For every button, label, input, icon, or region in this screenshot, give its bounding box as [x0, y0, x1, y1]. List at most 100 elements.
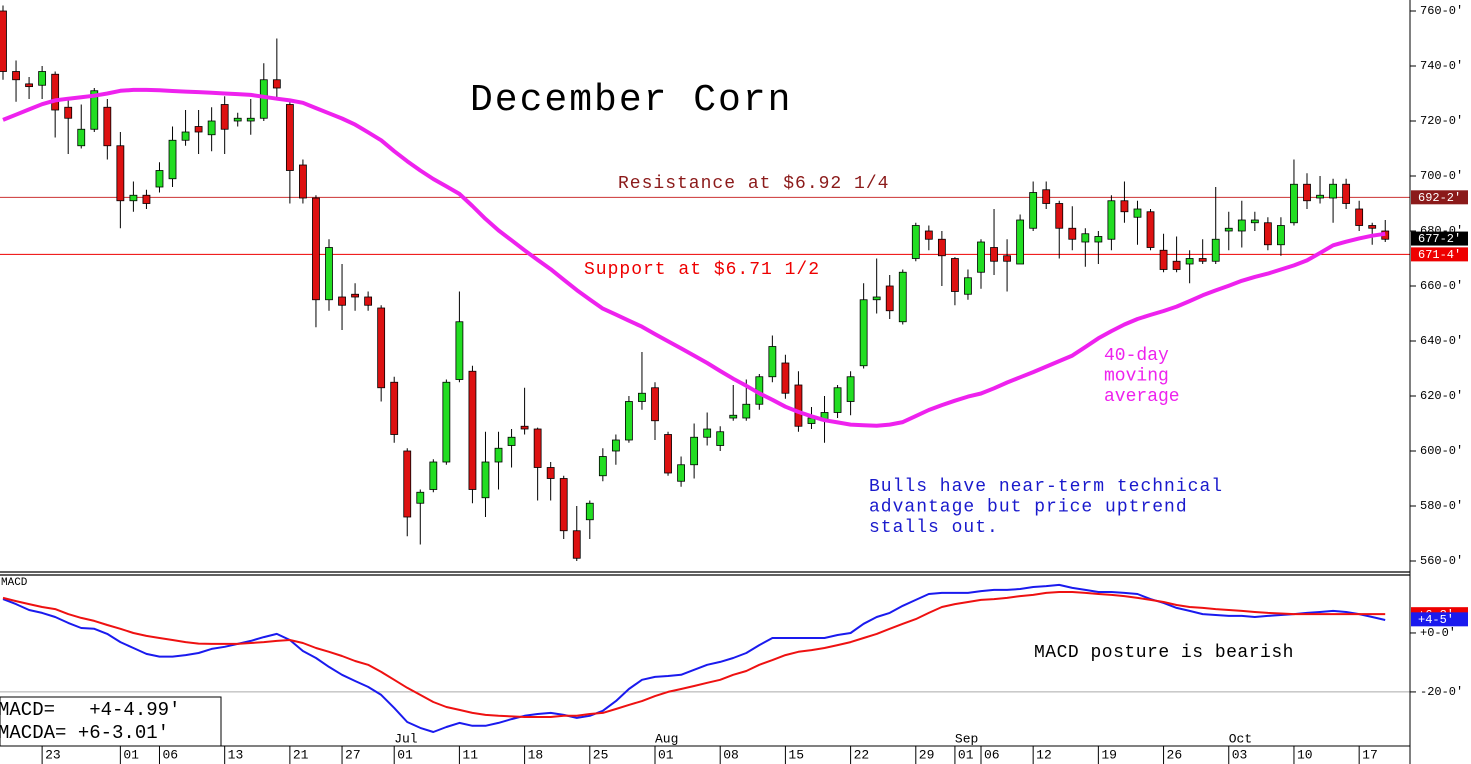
x-tick-label: 08: [723, 747, 739, 762]
series-label: average: [1104, 387, 1180, 407]
candle-body: [664, 434, 672, 474]
candle-body: [429, 461, 438, 490]
price-marker-label: 692-2': [1418, 191, 1461, 205]
candle-body: [833, 387, 842, 413]
candle-body: [690, 436, 699, 466]
candle-body: [155, 170, 164, 188]
series-line: [2, 87, 1386, 428]
candle-body: [611, 439, 620, 452]
candle-body: [299, 164, 307, 199]
candle-body: [1263, 222, 1272, 246]
annotation: stalls out.: [869, 518, 999, 538]
candle-body: [546, 467, 555, 479]
candle-body: [729, 414, 738, 419]
candle-body: [1029, 192, 1038, 229]
candle-body: [116, 145, 125, 202]
candle-body: [90, 90, 99, 130]
candle-body: [794, 384, 803, 427]
y-tick-label: 740-0': [1420, 59, 1463, 73]
x-tick-label: 18: [528, 747, 544, 762]
readout-line: MACDA= +6-3.01': [0, 722, 169, 744]
x-tick-label: 01: [958, 747, 974, 762]
y-tick-label: 600-0': [1420, 444, 1463, 458]
candle-body: [1342, 183, 1351, 204]
candle-body: [416, 491, 425, 504]
macd-panel: MACD posture is bearish MACD= +4-4.99'MAC…: [0, 583, 1410, 747]
candle-body: [964, 277, 972, 295]
candle-body: [38, 71, 47, 86]
y-tick-label: 620-0': [1420, 389, 1463, 403]
candle-body: [1133, 208, 1142, 218]
candle-body: [377, 307, 386, 389]
candle-body: [12, 71, 20, 81]
candle-body: [651, 387, 659, 422]
readout-box: [0, 696, 222, 747]
candle-body: [442, 381, 451, 463]
price-panel: Resistance at $6.92 1/4 Support at $6.71 …: [0, 5, 1410, 561]
x-tick-label: 15: [788, 747, 804, 762]
candle-body: [1355, 208, 1364, 226]
candle-body: [233, 117, 242, 122]
candle-body: [312, 197, 320, 301]
candle-body: [1094, 236, 1103, 243]
candle-body: [1159, 249, 1168, 270]
series-line: [2, 591, 1386, 718]
y-tick-label: 700-0': [1420, 169, 1463, 183]
candle-body: [25, 83, 33, 88]
candle-body: [1003, 255, 1011, 262]
series-label: 40-day: [1104, 346, 1169, 366]
price-marker-label: +4-5': [1418, 613, 1454, 627]
candle-body: [194, 126, 203, 133]
candle-body: [207, 120, 216, 136]
candle-body: [937, 238, 946, 257]
y-tick-label: 580-0': [1420, 499, 1463, 513]
candle-body: [390, 381, 399, 435]
price-marker: [1411, 190, 1468, 205]
y-tick-label: 560-0': [1420, 554, 1463, 568]
candle-body: [677, 464, 685, 482]
candle-body: [572, 530, 581, 559]
x-tick-label: 03: [1232, 747, 1248, 762]
candle-body: [220, 104, 229, 130]
candle-body: [364, 296, 373, 306]
x-tick-label: 21: [293, 747, 309, 762]
candle-body: [494, 447, 503, 463]
y-tick-label: 720-0': [1420, 114, 1463, 128]
candle-body: [638, 392, 646, 402]
candle-body: [1368, 225, 1377, 229]
y-tick-label: +0-0': [1420, 626, 1456, 640]
x-tick-label: 06: [984, 747, 1000, 762]
candle-body: [1185, 258, 1194, 265]
chart-title: December Corn: [470, 79, 792, 122]
candle-body: [0, 10, 7, 72]
candle-body: [703, 428, 712, 438]
candle-body: [911, 225, 920, 259]
candle-body: [924, 230, 933, 240]
candle-body: [64, 106, 73, 119]
candle-body: [1290, 183, 1298, 224]
level-label: Resistance at $6.92 1/4: [618, 174, 889, 194]
y-tick-label: 760-0': [1420, 4, 1463, 18]
candle-body: [142, 194, 151, 204]
price-marker-label: 677-2': [1418, 232, 1461, 246]
candle-body: [1211, 238, 1220, 262]
candle-body: [1068, 227, 1077, 240]
x-tick-label: 26: [1167, 747, 1183, 762]
candle-body: [559, 478, 568, 532]
readout-line: MACD= +4-4.99': [0, 699, 180, 721]
candle-body: [598, 456, 607, 477]
x-tick-label: 01: [123, 747, 139, 762]
candle-body: [168, 139, 177, 180]
x-tick-label: 13: [228, 747, 244, 762]
candle-body: [77, 128, 86, 147]
candle-body: [846, 376, 855, 402]
candle-body: [1107, 200, 1116, 240]
candle-body: [1224, 227, 1233, 232]
candle-body: [1146, 211, 1155, 248]
x-tick-label: 11: [462, 747, 478, 762]
macd-panel-title: MACD: [1, 577, 28, 589]
series-label: moving: [1104, 366, 1169, 386]
annotation: Bulls have near-term technical: [869, 477, 1223, 497]
